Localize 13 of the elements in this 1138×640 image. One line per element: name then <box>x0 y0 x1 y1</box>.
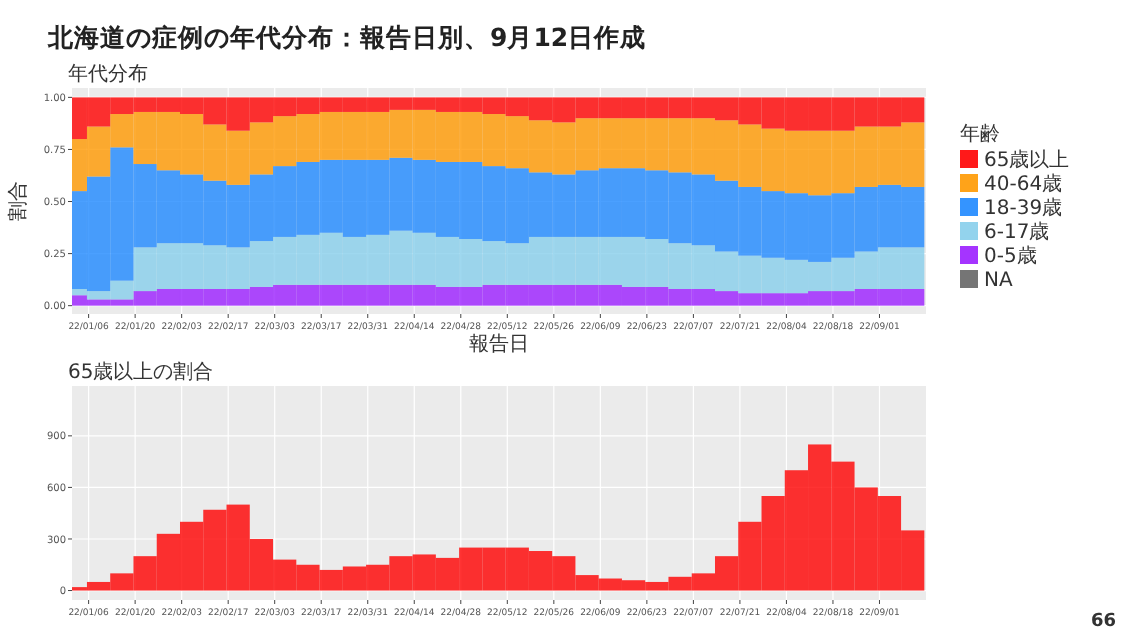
legend-title: 年齢 <box>960 122 1000 146</box>
x-axis-title: 報告日 <box>469 332 529 356</box>
legend-label: 40-64歳 <box>984 172 1063 196</box>
chart-title: 65歳以上の割合 <box>68 360 214 384</box>
legend-label: 18-39歳 <box>984 196 1063 220</box>
legend-label: NA <box>984 270 1013 292</box>
legend-label: 0-5歳 <box>984 244 1037 268</box>
y-axis-title: 割合 <box>6 181 30 221</box>
chart-subtitle: 年代分布 <box>68 62 148 86</box>
chart-title: 北海道の症例の年代分布：報告日別、9月12日作成 <box>46 22 647 52</box>
text: 66 <box>1090 612 1116 632</box>
legend-label: 6-17歳 <box>984 220 1050 244</box>
legend-label: 65歳以上 <box>984 148 1070 172</box>
